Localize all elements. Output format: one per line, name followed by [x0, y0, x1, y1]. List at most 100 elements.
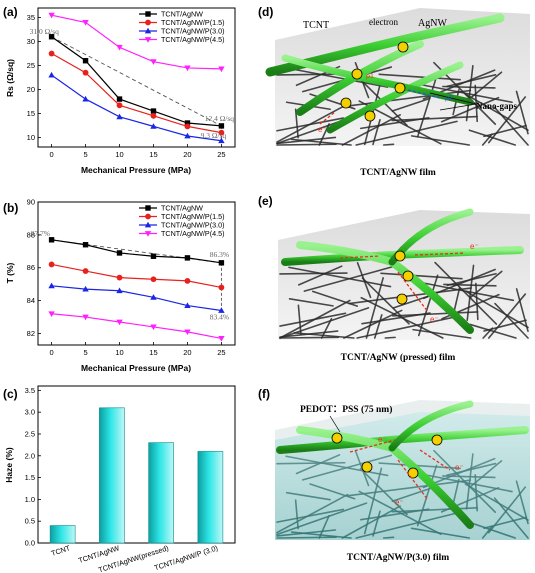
data-point [82, 242, 89, 248]
x-tick-label: 15 [149, 150, 157, 159]
x-tick-label: 20 [183, 150, 191, 159]
electron-label: electron [369, 17, 398, 27]
y-tick-label: 0.5 [25, 517, 35, 526]
data-point [184, 302, 191, 308]
nanowire [474, 84, 478, 123]
electron-arrow-label: e⁻ [395, 498, 404, 507]
data-point [145, 213, 151, 220]
electron-arrow-label: e⁻ [430, 315, 439, 324]
data-point [48, 71, 55, 78]
legend-label: TCNT/AgNW/P(4.5) [161, 35, 225, 44]
data-point [218, 129, 225, 136]
data-point [218, 260, 225, 266]
legend: TCNT/AgNWTCNT/AgNW/P(1.5)TCNT/AgNW/P(3.0… [139, 204, 225, 238]
nanowire [356, 261, 372, 299]
arrow-icon [339, 255, 381, 259]
panel-e-illustration: (e) e⁻ e⁻ TCNT/AgNW (pressed) film [258, 194, 530, 363]
nanowire [443, 283, 497, 287]
data-point [184, 277, 191, 284]
data-point [150, 294, 157, 300]
nanowire [515, 288, 529, 332]
data-point [218, 284, 225, 291]
data-point [150, 123, 157, 129]
y-axis-label: T (%) [5, 262, 15, 283]
data-point [116, 250, 123, 256]
y-tick-label: 25 [27, 61, 35, 70]
y-tick-label: 3.5 [25, 386, 35, 395]
y-tick-label: 84 [27, 296, 35, 305]
nanowire [453, 286, 461, 313]
data-point [218, 123, 225, 129]
legend-label: TCNT/AgNW/P(1.5) [161, 212, 225, 221]
data-point [184, 123, 191, 130]
nanowire [355, 120, 458, 146]
film-illustration [278, 208, 530, 340]
legend-label: TCNT/AgNW [161, 204, 203, 213]
electron-icon [351, 68, 363, 80]
x-tick-label: 25 [217, 348, 225, 357]
nanowire [392, 311, 479, 317]
data-point [150, 59, 157, 65]
nanowire [515, 90, 529, 135]
panel-d-illustration: (d) TCNT electron AgNW Nano-gaps e⁻ ρ1 ρ… [258, 5, 530, 178]
panel-f-label: (f) [258, 387, 270, 401]
x-tick-label: 20 [183, 348, 191, 357]
tcnt-label: TCNT [303, 20, 329, 31]
data-point [184, 120, 191, 126]
agnw-tube [265, 13, 505, 77]
electron-arrow-label: e⁻ [378, 435, 387, 444]
electron-icon [396, 293, 408, 305]
data-point [116, 319, 123, 326]
series-line [51, 263, 222, 289]
electron-icon [407, 467, 419, 479]
nanowire [297, 265, 343, 286]
y-tick-label: 86 [27, 263, 35, 272]
data-point [116, 287, 123, 294]
y-tick-label: 2.0 [25, 451, 35, 460]
plot-frame [37, 7, 236, 148]
data-point [116, 113, 123, 120]
x-tick-label: 15 [149, 348, 157, 357]
nanowire [347, 89, 472, 107]
data-point [116, 44, 123, 51]
data-point [144, 231, 152, 237]
nanowire [293, 332, 355, 339]
y-tick-label: 3.0 [25, 408, 35, 417]
data-point [82, 268, 89, 274]
data-point [184, 329, 191, 336]
nanowire [391, 115, 478, 122]
nanowire [469, 323, 517, 339]
agnw-tube [388, 400, 474, 452]
electron-arrow-label: e⁻ [470, 242, 479, 251]
data-point [218, 307, 225, 313]
agnw-tube [326, 61, 464, 134]
nano-gaps-label: Nano-gaps [476, 101, 518, 111]
bar [197, 451, 224, 544]
resistivity-label: ρ2 [445, 95, 453, 102]
data-point [116, 274, 123, 281]
y-tick-label: 88 [27, 230, 35, 239]
electron-arrow-label: e⁻ [455, 463, 464, 472]
electron-icon [394, 250, 406, 262]
data-point [48, 261, 55, 268]
x-tick-label: 0 [50, 348, 54, 357]
nanowire [279, 307, 370, 339]
legend-label: TCNT/AgNW [161, 10, 203, 19]
data-point [48, 12, 55, 19]
data-point [144, 221, 152, 228]
plot-frame [37, 201, 236, 346]
x-tick-label: 5 [83, 348, 87, 357]
electron-icon [340, 97, 352, 109]
film-illustration [275, 400, 530, 540]
nanowire [465, 290, 529, 329]
nanowire [410, 135, 471, 146]
data-point [116, 96, 123, 102]
data-point [82, 95, 89, 102]
nanowire [276, 143, 337, 146]
series-line [51, 74, 222, 142]
nanowire [318, 123, 330, 146]
electron-icon [394, 82, 406, 94]
agnw-label: AgNW [418, 18, 447, 29]
